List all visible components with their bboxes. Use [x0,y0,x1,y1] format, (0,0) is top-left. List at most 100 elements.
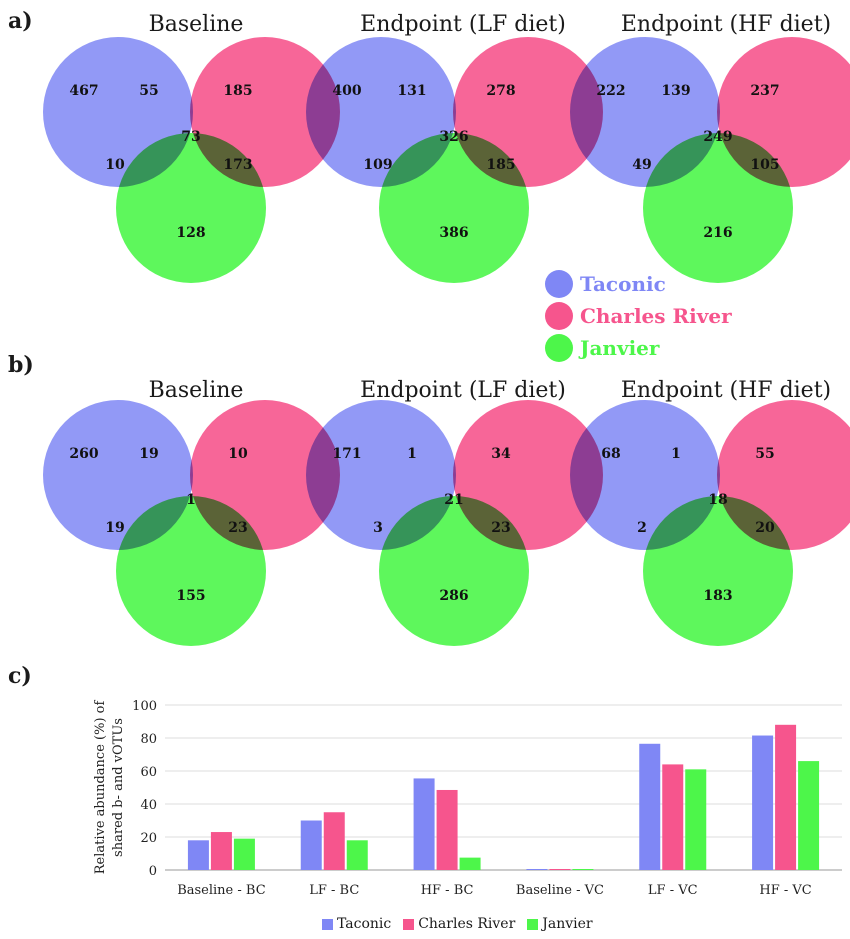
venn-a1: 467 55 185 10 73 173 128 [43,37,340,283]
venn-count-tc: 55 [139,83,158,99]
venn-count-c: 10 [228,446,248,462]
legend-label: Taconic [337,916,392,932]
y-axis-label: Relative abundance (%) of [93,700,108,875]
bar-janvier-2 [459,857,481,870]
venn-count-c: 237 [750,83,779,99]
venn-b3-title: Endpoint (HF diet) [620,378,832,403]
venn-a3-title: Endpoint (HF diet) [620,12,832,37]
circle-janvier [643,133,793,283]
venn-a3: 222 139 237 49 249 105 216 [570,37,850,283]
venn-legend-label: Janvier [580,336,660,360]
legend-item-janvier: Janvier [527,916,593,932]
venn-legend-taconic: Taconic [545,268,732,300]
venn-count-j: 128 [176,225,205,241]
taconic-swatch-icon [322,918,333,930]
janvier-dot-icon [545,334,573,362]
x-tick-label: Baseline - BC [177,883,266,898]
circle-janvier [379,496,529,646]
legend-label: Charles River [418,916,516,932]
circle-janvier [116,133,266,283]
venn-count-tc: 1 [407,446,417,462]
bar-taconic-0 [187,840,209,870]
venn-count-j: 155 [176,588,205,604]
y-tick-label: 0 [149,864,157,879]
bar-janvier-4 [685,769,707,870]
x-tick-label: LF - VC [648,883,698,898]
bar-janvier-0 [233,838,255,870]
panel-c-label: c) [8,663,32,689]
venn-count-j: 183 [703,588,732,604]
bar-janvier-1 [346,840,368,870]
legend-item-taconic: Taconic [322,916,391,932]
venn-legend-charles-river: Charles River [545,300,732,332]
venn-b1-title: Baseline [148,378,244,403]
bar-charles-river-0 [210,832,232,870]
legend-item-charles-river: Charles River [403,916,515,932]
venn-count-t: 467 [69,83,98,99]
venn-legend-janvier: Janvier [545,332,732,364]
venn-count-tj: 2 [637,520,647,536]
bar-charles-river-4 [662,764,684,870]
bar-taconic-4 [639,743,661,870]
venn-count-tcj: 18 [708,492,727,508]
venn-count-t: 222 [596,83,625,99]
venn-b2: 171 1 34 3 21 23 286 [306,400,603,646]
bar-taconic-2 [413,778,435,870]
venn-count-c: 185 [223,83,252,99]
bar-taconic-1 [300,820,322,870]
venn-count-tcj: 1 [186,492,196,508]
venn-count-j: 286 [439,588,468,604]
y-tick-label: 60 [140,765,157,780]
venn-count-t: 68 [601,446,620,462]
circle-janvier [379,133,529,283]
venn-count-j: 216 [703,225,732,241]
bar-charles-river-5 [775,724,797,870]
bar-taconic-5 [752,735,774,870]
venn-count-cj: 173 [223,157,252,173]
bar-janvier-5 [798,761,820,870]
venn-count-tcj: 21 [444,492,463,508]
x-tick-label: HF - VC [759,883,811,898]
venn-count-tj: 3 [373,520,383,536]
venn-a2-title: Endpoint (LF diet) [360,12,566,37]
panel-b-label: b) [8,352,34,378]
venn-count-t: 260 [69,446,98,462]
venn-count-cj: 23 [491,520,510,536]
venn-count-tc: 139 [661,83,690,99]
venn-count-t: 400 [332,83,361,99]
venn-count-j: 386 [439,225,468,241]
panel-a-label: a) [8,8,33,34]
bar-taconic-3 [526,869,548,870]
bar-charles-river-1 [323,812,345,870]
y-axis-label-line2: shared b- and vOTUs [111,718,126,857]
x-tick-label: Baseline - VC [516,883,604,898]
charles-river-swatch-icon [403,918,415,930]
venn-count-tcj: 249 [703,129,732,145]
venn-count-tcj: 326 [439,129,468,145]
y-tick-label: 40 [140,798,157,813]
venn-b1: 260 19 10 19 1 23 155 [43,400,340,646]
venn-count-tj: 19 [105,520,124,536]
venn-count-tc: 1 [671,446,681,462]
x-tick-label: LF - BC [309,883,359,898]
janvier-swatch-icon [527,918,539,930]
venn-count-c: 55 [755,446,774,462]
taconic-dot-icon [545,270,573,298]
y-tick-label: 20 [140,831,157,846]
charles-river-dot-icon [545,302,573,330]
circle-janvier [116,496,266,646]
y-tick-label: 80 [140,732,157,747]
venn-count-c: 278 [486,83,515,99]
venn-count-cj: 105 [750,157,779,173]
venn-b2-title: Endpoint (LF diet) [360,378,566,403]
venn-count-tcj: 73 [181,129,200,145]
venn-count-tj: 49 [632,157,651,173]
bar-janvier-3 [572,869,594,870]
bar-charles-river-3 [549,869,571,870]
venn-legend-label: Taconic [580,272,666,296]
circle-janvier [643,496,793,646]
y-tick-label: 100 [132,699,157,714]
venn-a2: 400 131 278 109 326 185 386 [306,37,603,283]
